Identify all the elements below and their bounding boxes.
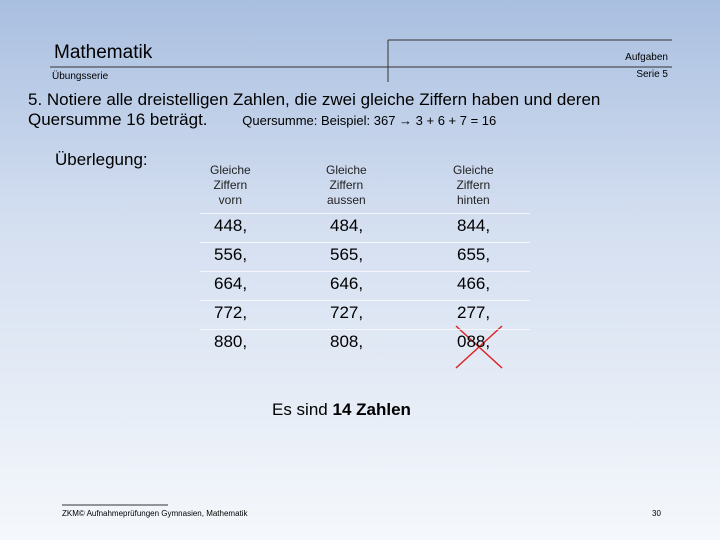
row-line	[200, 242, 530, 243]
cell: 880,	[214, 332, 248, 351]
cell: 772,	[214, 303, 248, 322]
cell: 556,	[214, 245, 248, 264]
row-line	[200, 213, 530, 214]
series: Serie 5	[636, 69, 668, 80]
cell: 277,	[457, 303, 491, 322]
strike	[455, 325, 503, 369]
header-line: Ziffern	[213, 178, 248, 192]
header-line: aussen	[326, 193, 366, 207]
row-line	[200, 300, 530, 301]
conclusion: Es sind 14 Zahlen	[272, 400, 411, 420]
cell: 448,	[214, 216, 248, 235]
cell: 088,	[457, 332, 491, 351]
header-line: Ziffern	[456, 178, 491, 192]
header-line: hinten	[456, 193, 490, 207]
cell: 466,	[457, 274, 491, 293]
header-line: Gleiche	[326, 163, 367, 177]
cell: 565,	[330, 245, 364, 264]
row-line	[200, 271, 530, 272]
conclusion-emphasis: 14 Zahlen	[332, 400, 411, 419]
header-line: Gleiche	[210, 163, 251, 177]
column-header: Gleiche Ziffern aussen	[326, 163, 367, 208]
cell: 655,	[457, 245, 491, 264]
subtitle: Übungsserie	[52, 71, 109, 82]
title: Mathematik	[54, 42, 153, 63]
task-text: 5. Notiere alle dreistelligen Zahlen, di…	[28, 90, 601, 129]
column-header: Gleiche Ziffern hinten	[453, 163, 494, 208]
header-line: Gleiche	[453, 163, 494, 177]
cell: 664,	[214, 274, 248, 293]
cell: 727,	[330, 303, 364, 322]
cell: 844,	[457, 216, 491, 235]
header-line: vorn	[218, 193, 243, 207]
cell: 646,	[330, 274, 364, 293]
cell: 808,	[330, 332, 364, 351]
cell: 484,	[330, 216, 364, 235]
row-line	[200, 329, 530, 330]
reasoning-label: Überlegung:	[55, 150, 148, 169]
task: 5. Notiere alle dreistelligen Zahlen, di…	[28, 90, 668, 131]
header-line: Ziffern	[329, 178, 364, 192]
task-hint: Quersumme: Beispiel: 367 → 3 + 6 + 7 = 1…	[242, 113, 497, 128]
column-header: Gleiche Ziffern vorn	[210, 163, 251, 208]
conclusion-text: Es sind	[272, 400, 328, 419]
section: Aufgaben	[625, 52, 668, 63]
page-number: 30	[652, 509, 661, 518]
footer-source: ZKM© Aufnahmeprüfungen Gymnasien, Mathem…	[62, 509, 248, 518]
